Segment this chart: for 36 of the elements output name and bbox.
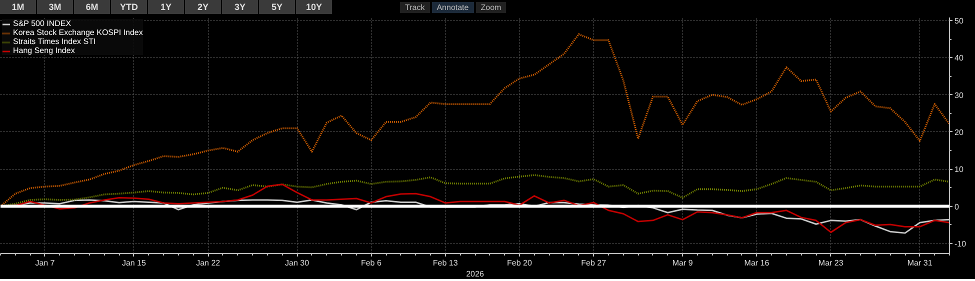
- y-tick-label: 30: [954, 90, 964, 100]
- text: Zoom: [476, 2, 506, 13]
- y-tick-label: 0: [954, 202, 960, 212]
- legend-label: Straits Times Index STI: [13, 37, 96, 46]
- x-tick-label: Jan 22: [196, 258, 221, 268]
- text: YTD: [111, 0, 147, 14]
- legend-label: Hang Seng Index: [13, 46, 75, 55]
- text: Annotate: [432, 2, 474, 13]
- x-tick-label: Mar 31: [907, 258, 933, 268]
- text: 10Y: [296, 0, 332, 14]
- text: 3M: [37, 0, 73, 14]
- x-tick-label: Mar 9: [672, 258, 694, 268]
- x-tick-label: Feb 27: [581, 258, 607, 268]
- y-tick-label: 10: [954, 165, 964, 174]
- text: 2Y: [185, 0, 221, 14]
- x-tick-label: Jan 7: [35, 258, 56, 268]
- x-axis-title: 2026: [466, 270, 484, 278]
- x-tick-label: Feb 20: [507, 258, 532, 268]
- x-tick-label: Feb 6: [360, 258, 382, 268]
- y-tick-label: 40: [954, 54, 964, 63]
- y-tick-label: 50: [954, 16, 964, 26]
- legend-label: S&P 500 INDEX: [13, 19, 72, 28]
- x-tick-label: Jan 15: [122, 258, 147, 268]
- text: 5Y: [259, 0, 295, 14]
- x-tick-label: Mar 23: [818, 258, 844, 268]
- legend-label: Korea Stock Exchange KOSPI Index: [13, 28, 143, 37]
- y-tick-label: -10: [954, 239, 967, 248]
- text: 6M: [74, 0, 110, 14]
- text: 3Y: [222, 0, 258, 14]
- text: 1M: [0, 0, 36, 14]
- text: Track: [400, 2, 430, 13]
- x-tick-label: Jan 30: [285, 258, 310, 268]
- x-tick-label: Feb 13: [432, 258, 458, 268]
- x-tick-label: Mar 16: [744, 258, 770, 268]
- text: 1Y: [148, 0, 184, 14]
- y-tick-label: 20: [954, 128, 964, 137]
